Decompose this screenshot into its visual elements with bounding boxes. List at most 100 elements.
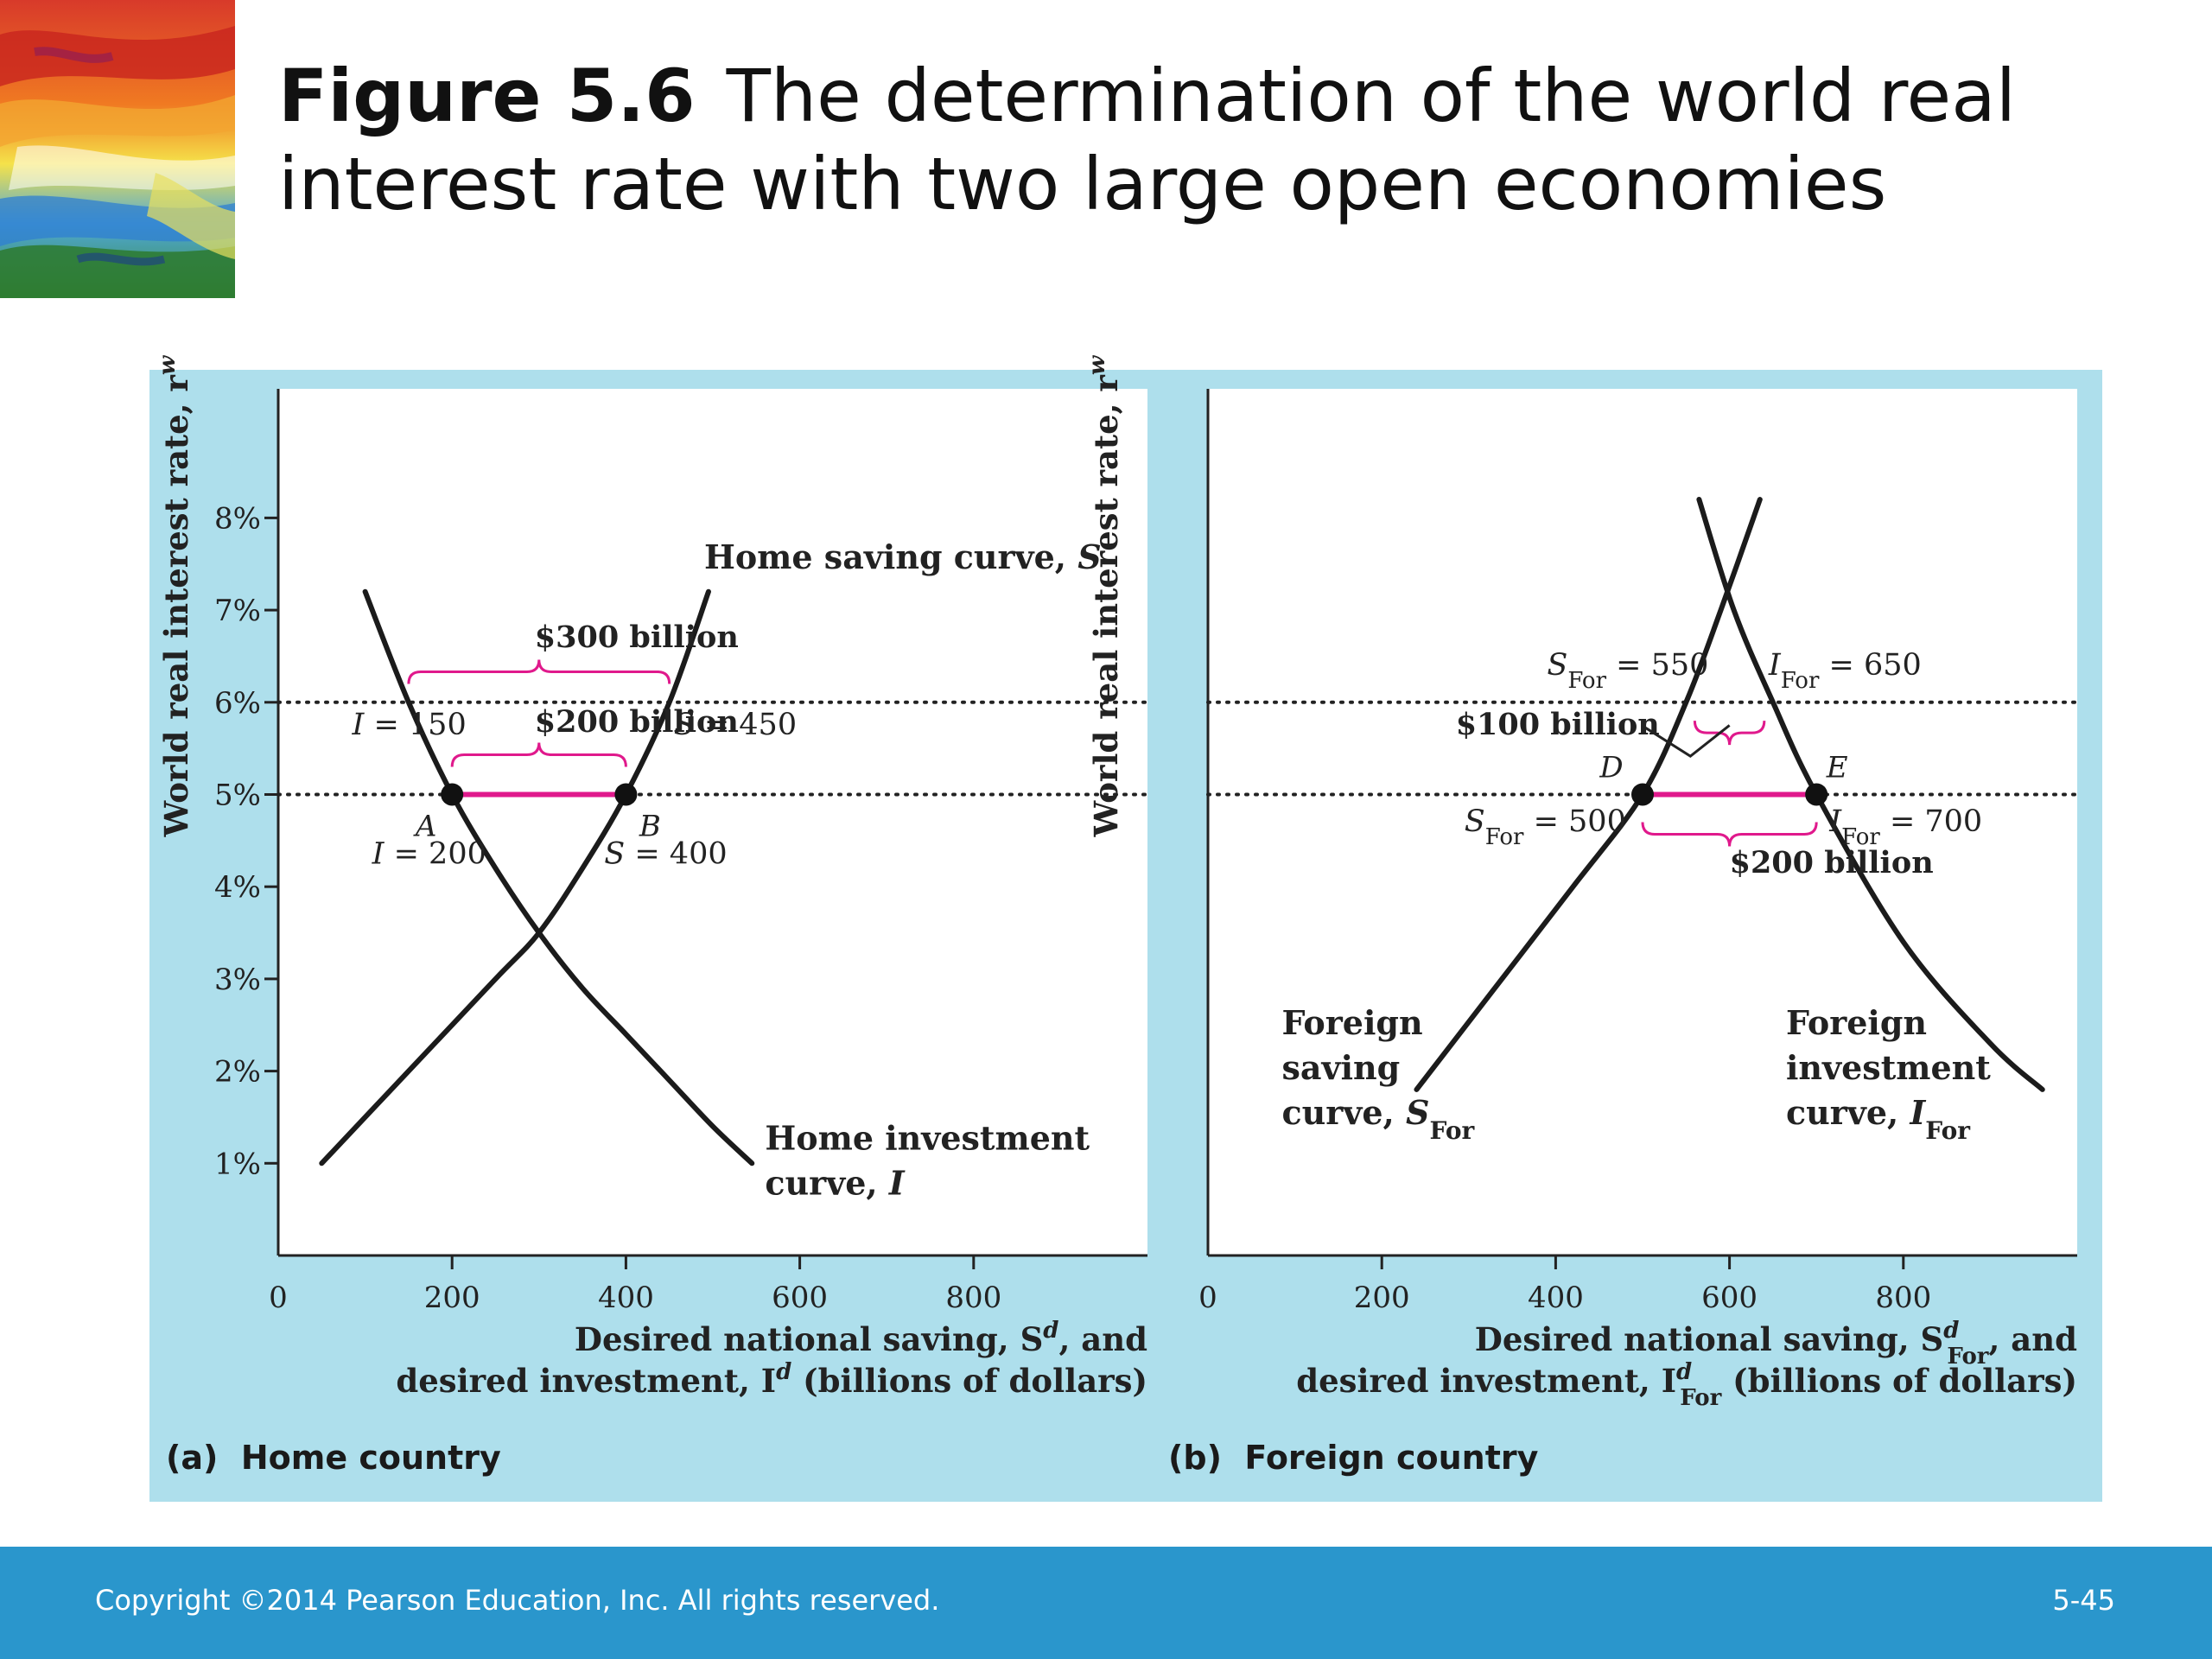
panel-a-x-tick-label: 800: [945, 1281, 1001, 1315]
decorative-painting-image: [0, 0, 235, 298]
panel-b-annotation-1: IFor = 650: [1768, 648, 1922, 694]
panel-a-brace-1: [450, 742, 627, 767]
panel-a-x-label-1-sup: d: [1043, 1318, 1058, 1344]
footer-copyright: Copyright ©2014 Pearson Education, Inc. …: [95, 1584, 940, 1617]
panel-b-annotation-3: IFor = 700: [1828, 804, 1982, 850]
panel-b-curve-label-0-line-1: saving: [1282, 1048, 1401, 1087]
panel-a-y-tick-label: 3%: [214, 963, 261, 997]
panel-b-point-D: [1631, 783, 1654, 806]
panel-b-annotation-rest: = 500: [1523, 804, 1625, 839]
panel-b-annotation-var: I: [1828, 804, 1842, 839]
panel-b-x-label-2-text: desired investment, I: [1296, 1362, 1676, 1400]
panel-a-y-axis-label-text: World real interest rate, r: [157, 375, 195, 838]
panel-a-annotation-rest: = 150: [364, 708, 466, 742]
panel-a-y-tick-label: 4%: [214, 870, 261, 905]
panel-a-point-label-A: A: [413, 809, 437, 843]
panel-b-annotation-sub: For: [1781, 668, 1820, 694]
panel-b-caption-letter: (b): [1168, 1439, 1222, 1477]
panel-a-point-B: [614, 783, 638, 806]
panel-b-y-axis-label: World real interest rate, rw: [1084, 354, 1125, 837]
panel-b-x-label-1-sub: For: [1947, 1344, 1988, 1370]
panel-a-y-tick-label: 2%: [214, 1055, 261, 1090]
panel-a-curve-label-var: S: [1077, 537, 1101, 576]
panel-a-point-A: [441, 783, 464, 806]
panel-a-curve-label-text: curve,: [765, 1163, 889, 1202]
page-number: 5-45: [2052, 1584, 2115, 1617]
panel-a-annotation-var: S: [604, 837, 625, 872]
panel-a-curve-investment: [362, 588, 755, 1166]
panel-a-y-tick-label: 5%: [214, 778, 261, 812]
panel-b-curve-label-var: I: [1910, 1093, 1927, 1132]
panel-a-caption-letter: (a): [166, 1439, 219, 1477]
panel-b-annotation-rest: = 550: [1606, 648, 1708, 683]
panel-b-brace-leader-line: [1642, 724, 1731, 758]
panel-b-point-label-D: D: [1599, 750, 1623, 785]
panel-a-curve-label-0-line-0: Home saving curve, S: [704, 537, 1102, 576]
panel-a-annotation-rest: = 200: [384, 837, 486, 872]
panel-a-x-tick-label: 200: [424, 1281, 480, 1315]
slide-footer: Copyright ©2014 Pearson Education, Inc. …: [0, 1547, 2212, 1659]
panel-a-x-axis-label-line2: desired investment, Id (billions of doll…: [396, 1359, 1147, 1400]
panel-a-y-tick-label: 7%: [214, 594, 261, 628]
slide-title: Figure 5.6 The determination of the world…: [278, 52, 2136, 228]
panel-b-curve-label-0-line-2: curve, SFor: [1282, 1093, 1476, 1145]
panel-b-annotation-sub: For: [1841, 824, 1880, 850]
panel-a-curve-label-1-line-0: Home investment: [765, 1118, 1090, 1157]
panel-a-x-label-2-text: desired investment, I: [396, 1362, 776, 1400]
panel-b-curve-label-1-line-1: investment: [1786, 1048, 1991, 1087]
panel-a-annotation-2: I = 200: [372, 837, 486, 872]
panel-a-x-label-2-sup: d: [776, 1359, 791, 1385]
panel-b-annotation-rest: = 650: [1819, 648, 1921, 683]
panel-a-annotation-var: I: [352, 708, 365, 742]
panel-a-x-label-1-end: , and: [1058, 1320, 1147, 1358]
panel-a-annotation-rest: = 450: [695, 708, 797, 742]
panel-a-caption-text: Home country: [240, 1439, 501, 1477]
panel-b-annotation-0: SFor = 550: [1547, 648, 1708, 694]
panel-a-annotation-var: I: [372, 837, 385, 872]
panel-a-curve-label-1-line-1: curve, I: [765, 1163, 906, 1202]
panel-a-curve-saving: [319, 588, 711, 1166]
panel-b-curve-label-var: S: [1406, 1093, 1429, 1132]
panel-a-x-tick-label: 400: [598, 1281, 654, 1315]
panel-b-x-axis-label-line2: desired investment, Id For (billions of d…: [1296, 1359, 2077, 1411]
panel-b-annotation-4: $100 billion: [1456, 707, 1660, 742]
panel-b-annotation-rest: = 700: [1880, 804, 1982, 839]
panel-a-annotation-5: $200 billion: [535, 704, 739, 740]
panel-b-curve-label-text: curve,: [1282, 1093, 1407, 1132]
panel-b-annotation-var: S: [1465, 804, 1485, 839]
panel-b-y-axis-label-text: World real interest rate, r: [1087, 375, 1125, 838]
panel-b-caption: (b) Foreign country: [1168, 1439, 1538, 1477]
panel-b-annotation-5: $200 billion: [1730, 845, 1934, 880]
panel-b-annotation-var: S: [1547, 648, 1567, 683]
panel-a-y-tick-label: 6%: [214, 686, 261, 721]
panel-a-x-axis-label-line1: Desired national saving, Sd, and: [575, 1318, 1147, 1358]
panel-a-x-tick-label: 0: [269, 1281, 288, 1315]
charts: 0 200 400 600 800 1% 2% 3% 4% 5% 6% 7% 8% World real …: [155, 354, 2084, 1411]
panel-b-curve-label-0-line-0: Foreign: [1282, 1003, 1423, 1042]
panel-b-caption-text: Foreign country: [1244, 1439, 1539, 1477]
panel-a-y-tick-label: 1%: [214, 1147, 261, 1181]
panel-b-annotation-2: SFor = 500: [1465, 804, 1626, 850]
panel-a-curve-label-text: Home saving curve,: [704, 537, 1077, 576]
panel-a-plot-area: [278, 389, 1147, 1255]
panel-a-x-label-1-text: Desired national saving, S: [575, 1320, 1043, 1358]
panel-a-y-axis-label: World real interest rate, rw: [155, 354, 195, 837]
panel-b-x-tick-label: 200: [1354, 1281, 1410, 1315]
panel-a-brace-0: [407, 659, 671, 684]
panel-b-annotation-sub: For: [1485, 824, 1524, 850]
panel-b-curve-label-1-line-2: curve, IFor: [1786, 1093, 1971, 1145]
panel-b-x-label-2-sup: d: [1676, 1359, 1692, 1385]
panel-a-caption: (a) Home country: [166, 1439, 501, 1477]
panel-b-x-label-2-sub: For: [1680, 1385, 1721, 1411]
panel-b-x-axis-label-line1: Desired national saving, Sd For, and: [1475, 1318, 2077, 1370]
panel-b-x-tick-label: 600: [1701, 1281, 1758, 1315]
panel-a-annotation-var: S: [674, 708, 695, 742]
panel-a-x-label-2-end: (billions of dollars): [791, 1362, 1147, 1400]
panel-b-curve-label-1-line-0: Foreign: [1786, 1003, 1927, 1042]
panel-b-x-tick-label: 800: [1875, 1281, 1931, 1315]
figure-title: The determination of the world real inte…: [278, 54, 2017, 226]
panel-b-x-tick-label: 400: [1528, 1281, 1584, 1315]
panel-a-annotation-rest: = 400: [625, 837, 727, 872]
panel-a-annotation-0: I = 150: [352, 708, 467, 742]
panel-b-x-label-1-end: , and: [1988, 1320, 2077, 1358]
